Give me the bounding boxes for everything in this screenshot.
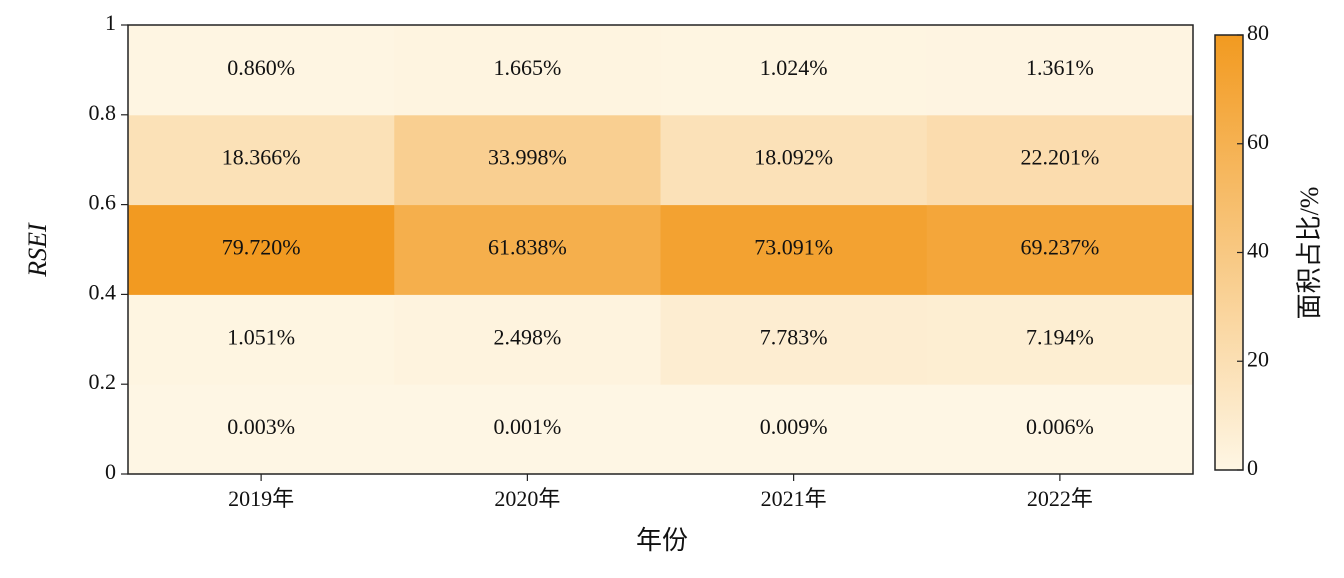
heatmap-cell — [394, 114, 661, 206]
cell-label: 1.024% — [760, 55, 828, 80]
cell-label: 22.201% — [1020, 145, 1099, 170]
x-tick-label: 2020年 — [494, 486, 560, 511]
heatmap-cell — [128, 114, 395, 206]
cell-label: 73.091% — [754, 235, 833, 260]
heatmap-cell — [926, 384, 1194, 475]
heatmap-cell — [128, 25, 395, 116]
cell-label: 1.665% — [493, 55, 561, 80]
y-tick-label: 1 — [105, 10, 116, 35]
heatmap-cell — [394, 204, 661, 295]
heatmap-cell — [926, 25, 1194, 116]
cell-label: 7.194% — [1026, 324, 1094, 349]
x-tick-label: 2021年 — [761, 486, 827, 511]
heatmap-cell — [660, 294, 928, 385]
cell-label: 0.860% — [227, 55, 295, 80]
heatmap-cell — [926, 204, 1194, 295]
colorbar-tick-label: 0 — [1247, 455, 1258, 480]
cell-label: 1.051% — [227, 324, 295, 349]
colorbar-tick-label: 60 — [1247, 129, 1269, 154]
cell-label: 33.998% — [488, 145, 567, 170]
cell-label: 2.498% — [493, 324, 561, 349]
y-tick-label: 0.8 — [89, 100, 117, 125]
heatmap-cell — [128, 294, 395, 385]
heatmap-cell — [128, 204, 395, 295]
cell-label: 0.003% — [227, 414, 295, 439]
heatmap-cell — [394, 384, 661, 475]
cell-label: 61.838% — [488, 235, 567, 260]
cell-label: 0.001% — [493, 414, 561, 439]
heatmap-cell — [660, 114, 928, 206]
cell-label: 69.237% — [1020, 235, 1099, 260]
y-axis-label: RSEI — [23, 222, 52, 278]
heatmap-cell — [660, 204, 928, 295]
y-tick-label: 0.4 — [89, 279, 117, 304]
cell-label: 0.009% — [760, 414, 828, 439]
cell-label: 18.092% — [754, 145, 833, 170]
x-axis-label: 年份 — [636, 526, 688, 555]
cell-label: 0.006% — [1026, 414, 1094, 439]
heatmap-cell — [394, 294, 661, 385]
heatmap-cell — [394, 25, 661, 116]
colorbar-tick-label: 20 — [1247, 346, 1269, 371]
heatmap-cell — [660, 25, 928, 116]
heatmap-cell — [660, 384, 928, 475]
y-tick-label: 0.2 — [89, 369, 117, 394]
cell-label: 1.361% — [1026, 55, 1094, 80]
colorbar-label: 面积占比/% — [1295, 187, 1324, 320]
cell-label: 18.366% — [222, 145, 301, 170]
y-tick-label: 0.6 — [89, 190, 117, 215]
cell-label: 79.720% — [222, 235, 301, 260]
cell-label: 7.783% — [760, 324, 828, 349]
heatmap-cell — [128, 384, 395, 475]
x-tick-label: 2022年 — [1027, 486, 1093, 511]
colorbar-tick-label: 40 — [1247, 238, 1269, 263]
y-tick-label: 0 — [105, 459, 116, 484]
x-tick-label: 2019年 — [228, 486, 294, 511]
heatmap-cell — [926, 114, 1194, 206]
colorbar-tick-label: 80 — [1247, 20, 1269, 45]
plot-frame — [127, 24, 1194, 475]
heatmap-cell — [926, 294, 1194, 385]
